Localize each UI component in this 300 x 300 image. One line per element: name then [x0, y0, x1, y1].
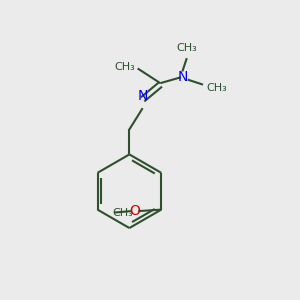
Text: CH₃: CH₃ [206, 83, 227, 94]
Text: N: N [137, 89, 148, 103]
Text: CH₃: CH₃ [115, 62, 135, 72]
Text: CH₃: CH₃ [113, 208, 134, 218]
Text: CH₃: CH₃ [176, 43, 197, 53]
Text: O: O [129, 204, 140, 218]
Text: N: N [177, 70, 188, 84]
